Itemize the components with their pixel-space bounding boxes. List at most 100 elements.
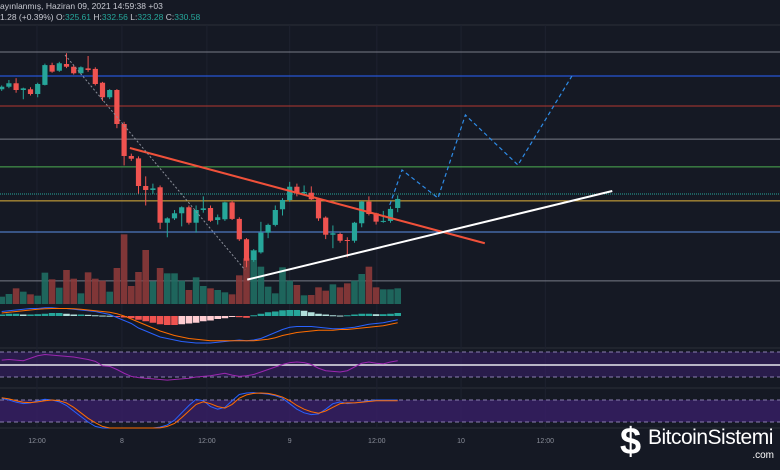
candle-body [294, 186, 300, 194]
macd-histogram-bar [92, 315, 99, 317]
macd-histogram-bar [394, 313, 401, 316]
support-trendline [246, 190, 613, 281]
candle-body [107, 90, 113, 98]
candle-body [215, 217, 221, 220]
macd-histogram-bar [12, 313, 20, 316]
projection-path [389, 75, 573, 206]
macd-histogram-bar [257, 313, 265, 316]
volume-bar [120, 234, 128, 304]
macd-histogram-bar [214, 316, 221, 319]
candle-body [258, 232, 264, 253]
candle-body [387, 208, 394, 221]
close-label: C: [165, 12, 175, 22]
candle-body [121, 124, 127, 156]
candle-body [279, 200, 286, 210]
macd-histogram-bar [365, 313, 373, 316]
macd-histogram-bar [113, 316, 121, 317]
macd-histogram-bar [308, 312, 315, 316]
logo-domain: .com [752, 450, 774, 461]
macd-histogram-bar [63, 313, 70, 316]
candle-body [179, 207, 185, 214]
time-label: 12:00 [537, 438, 555, 445]
macd-histogram-bar [272, 311, 279, 316]
volume-bar [243, 258, 250, 304]
candle-body [351, 222, 358, 241]
volume-bar [142, 250, 149, 304]
volume-bar [394, 288, 401, 304]
volume-bar [372, 287, 380, 304]
candle-body [27, 89, 34, 94]
volume-bar [106, 291, 113, 304]
volume-bar [236, 275, 243, 304]
candle-body [114, 90, 120, 124]
macd-histogram-bar [77, 314, 85, 316]
macd-histogram-bar [192, 316, 200, 323]
volume-bar [200, 286, 207, 304]
candle-body [222, 202, 228, 220]
candle-body [366, 201, 372, 214]
candle-body [193, 210, 199, 223]
macd-histogram-bar [351, 314, 358, 316]
macd-histogram-bar [336, 315, 344, 317]
logo-name: BitcoinSistemi [648, 426, 773, 449]
macd-histogram-bar [264, 312, 272, 316]
candle-body [395, 198, 401, 208]
candle-body [20, 88, 26, 90]
candle-body [6, 83, 12, 87]
macd-histogram-bar [20, 314, 27, 316]
macd-histogram-bar [322, 314, 329, 316]
macd-histogram-bar [41, 313, 49, 316]
volume-bar [228, 294, 236, 304]
macd-histogram-bar [387, 313, 394, 316]
macd-histogram-bar [56, 313, 63, 316]
candle-body [344, 240, 350, 241]
volume-bar [286, 280, 293, 304]
macd-histogram-bar [315, 313, 322, 316]
candle-body [71, 66, 77, 74]
volume-bar [99, 280, 106, 304]
volume-bar [293, 285, 301, 304]
volume-bar [113, 268, 121, 304]
stoch-k-line [1, 392, 398, 429]
volume-bar [84, 272, 92, 304]
candle-body [265, 224, 271, 233]
candle-body [13, 83, 19, 90]
candle-body [251, 250, 257, 260]
volume-bar [344, 283, 351, 304]
stoch-band [0, 400, 780, 422]
macd-histogram-bar [293, 310, 301, 316]
volume-bar [308, 295, 315, 304]
volume-bar [250, 250, 257, 304]
macd-histogram-bar [34, 314, 41, 316]
time-label: 9 [288, 438, 292, 445]
volume-bar [322, 290, 329, 304]
price-change: 1.28 (+0.39%) [0, 12, 54, 22]
volume-bar [128, 286, 135, 304]
candle-body [200, 208, 206, 210]
volume-bar [34, 295, 41, 304]
volume-bar [92, 278, 99, 304]
volume-bar [380, 289, 387, 304]
macd-histogram-bar [300, 310, 308, 316]
candle-body [35, 84, 41, 94]
macd-histogram-bar [142, 316, 149, 322]
volume-bar [387, 289, 394, 304]
macd-histogram-bar [48, 313, 56, 316]
open-value: 325.61 [65, 12, 91, 22]
volume-bar [0, 296, 5, 304]
macd-histogram-bar [171, 316, 178, 325]
macd-histogram-bar [286, 310, 293, 316]
candle-body [42, 65, 48, 85]
candle-body [164, 218, 170, 223]
volume-bar [56, 287, 63, 304]
stoch-d-line [1, 392, 398, 429]
macd-histogram-bar [84, 314, 92, 316]
volume-bar [27, 294, 34, 304]
publish-info: ayınlanmış, Haziran 09, 2021 14:59:38 +0… [0, 1, 163, 11]
macd-histogram-bar [279, 310, 286, 316]
high-label: H: [93, 12, 102, 22]
macd-histogram-bar [380, 314, 387, 316]
candle-body [78, 67, 84, 74]
volume-bar [257, 266, 265, 304]
